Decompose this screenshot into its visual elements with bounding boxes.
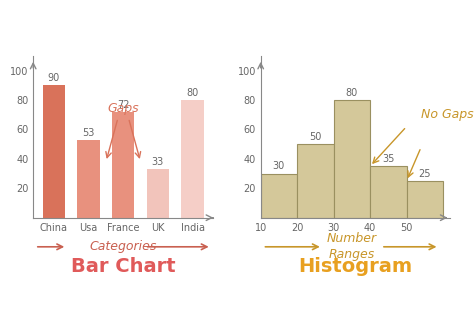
- Text: 33: 33: [152, 157, 164, 167]
- Bar: [334, 100, 370, 218]
- Bar: [43, 86, 65, 218]
- Bar: [181, 100, 204, 218]
- Bar: [297, 144, 334, 218]
- Bar: [407, 181, 443, 218]
- Text: Gaps: Gaps: [108, 102, 139, 115]
- Text: 25: 25: [419, 169, 431, 179]
- Text: 90: 90: [48, 73, 60, 83]
- Text: 80: 80: [346, 88, 358, 98]
- Bar: [112, 112, 135, 218]
- Text: Histogram: Histogram: [299, 257, 412, 276]
- Text: 35: 35: [382, 154, 394, 164]
- Text: Number
Ranges: Number Ranges: [327, 232, 377, 261]
- Text: 50: 50: [309, 132, 321, 142]
- Text: No Gaps: No Gaps: [421, 108, 474, 121]
- Text: 80: 80: [186, 88, 199, 98]
- Text: 72: 72: [117, 100, 129, 110]
- Text: 30: 30: [273, 161, 285, 171]
- Bar: [370, 166, 407, 218]
- Bar: [146, 169, 169, 218]
- Text: Bar Chart: Bar Chart: [71, 257, 175, 276]
- Bar: [261, 174, 297, 218]
- Text: 53: 53: [82, 128, 95, 137]
- Bar: [77, 140, 100, 218]
- Text: Categories: Categories: [90, 240, 157, 253]
